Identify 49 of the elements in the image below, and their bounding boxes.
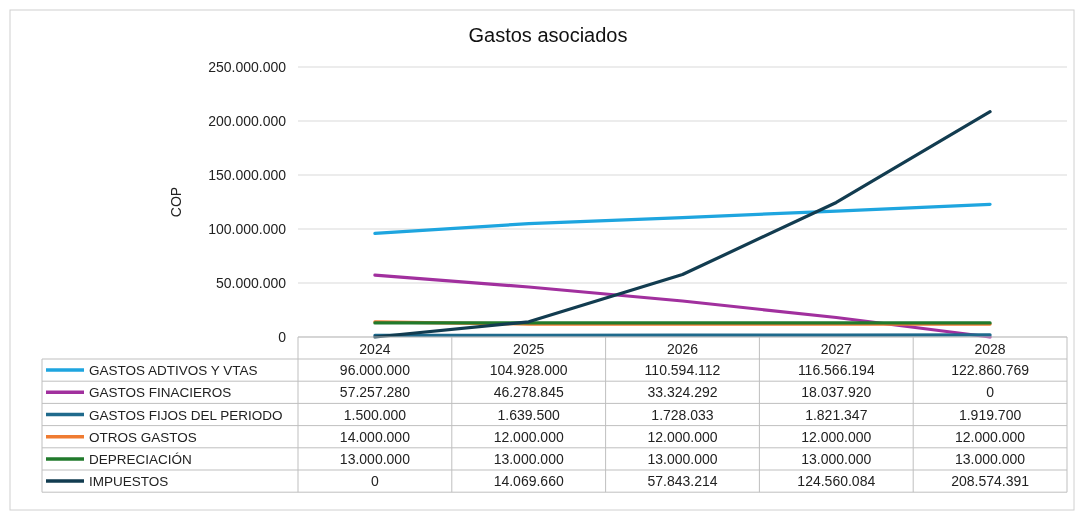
data-label: 12.000.000 — [647, 428, 718, 445]
data-label: 14.069.660 — [493, 473, 564, 490]
data-label: 18.037.920 — [801, 384, 872, 401]
data-label: 12.000.000 — [801, 428, 872, 445]
data-label: 122.860.769 — [951, 362, 1030, 379]
x-tick-label: 2026 — [666, 341, 699, 357]
data-label: 104.928.000 — [489, 362, 568, 379]
y-tick-label: 150.000.000 — [208, 167, 287, 183]
data-label: 1.639.500 — [497, 406, 561, 423]
y-axis-title: COP — [168, 186, 184, 218]
data-label: 208.574.391 — [951, 473, 1030, 490]
data-label: 14.000.000 — [339, 428, 411, 445]
data-label: 116.566.194 — [797, 362, 875, 379]
legend-label: GASTOS FIJOS DEL PERIODO — [89, 407, 283, 423]
legend-label: DEPRECIACIÓN — [89, 451, 192, 467]
data-label: 1.919.700 — [958, 406, 1022, 423]
data-label: 110.594.112 — [644, 362, 721, 379]
data-label: 13.000.000 — [801, 450, 872, 467]
chart-title: Gastos asociados — [468, 24, 628, 46]
y-tick-label: 200.000.000 — [208, 113, 287, 129]
data-label: 0 — [371, 473, 379, 490]
y-tick-label: 0 — [278, 329, 287, 345]
x-tick-label: 2028 — [974, 341, 1006, 357]
legend-label: OTROS GASTOS — [89, 429, 197, 445]
data-label: 13.000.000 — [647, 450, 718, 467]
x-tick-label: 2024 — [359, 341, 391, 357]
legend-label: IMPUESTOS — [89, 474, 169, 490]
data-label: 13.000.000 — [955, 450, 1026, 467]
data-label: 0 — [986, 384, 995, 401]
data-label: 46.278.845 — [493, 384, 564, 401]
data-label: 57.257.280 — [339, 384, 411, 401]
data-label: 12.000.000 — [493, 428, 564, 445]
data-label: 13.000.000 — [493, 450, 564, 467]
y-tick-label: 250.000.000 — [208, 59, 287, 75]
data-label: 13.000.000 — [339, 450, 411, 467]
data-label: 1.500.000 — [343, 406, 407, 423]
y-tick-label: 50.000.000 — [215, 275, 287, 291]
data-label: 33.324.292 — [647, 384, 718, 401]
data-label: 57.843.214 — [647, 473, 718, 490]
data-label: 1.728.033 — [651, 406, 714, 423]
legend-label: GASTOS ADTIVOS Y VTAS — [89, 363, 258, 379]
data-label: 96.000.000 — [339, 362, 411, 379]
y-tick-label: 100.000.000 — [208, 221, 287, 237]
x-tick-label: 2025 — [513, 341, 545, 357]
x-tick-label: 2027 — [820, 341, 853, 357]
data-label: 124.560.084 — [797, 473, 876, 490]
data-label: 1.821.347 — [805, 406, 868, 423]
data-label: 12.000.000 — [955, 428, 1026, 445]
legend-label: GASTOS FINACIEROS — [89, 385, 232, 401]
